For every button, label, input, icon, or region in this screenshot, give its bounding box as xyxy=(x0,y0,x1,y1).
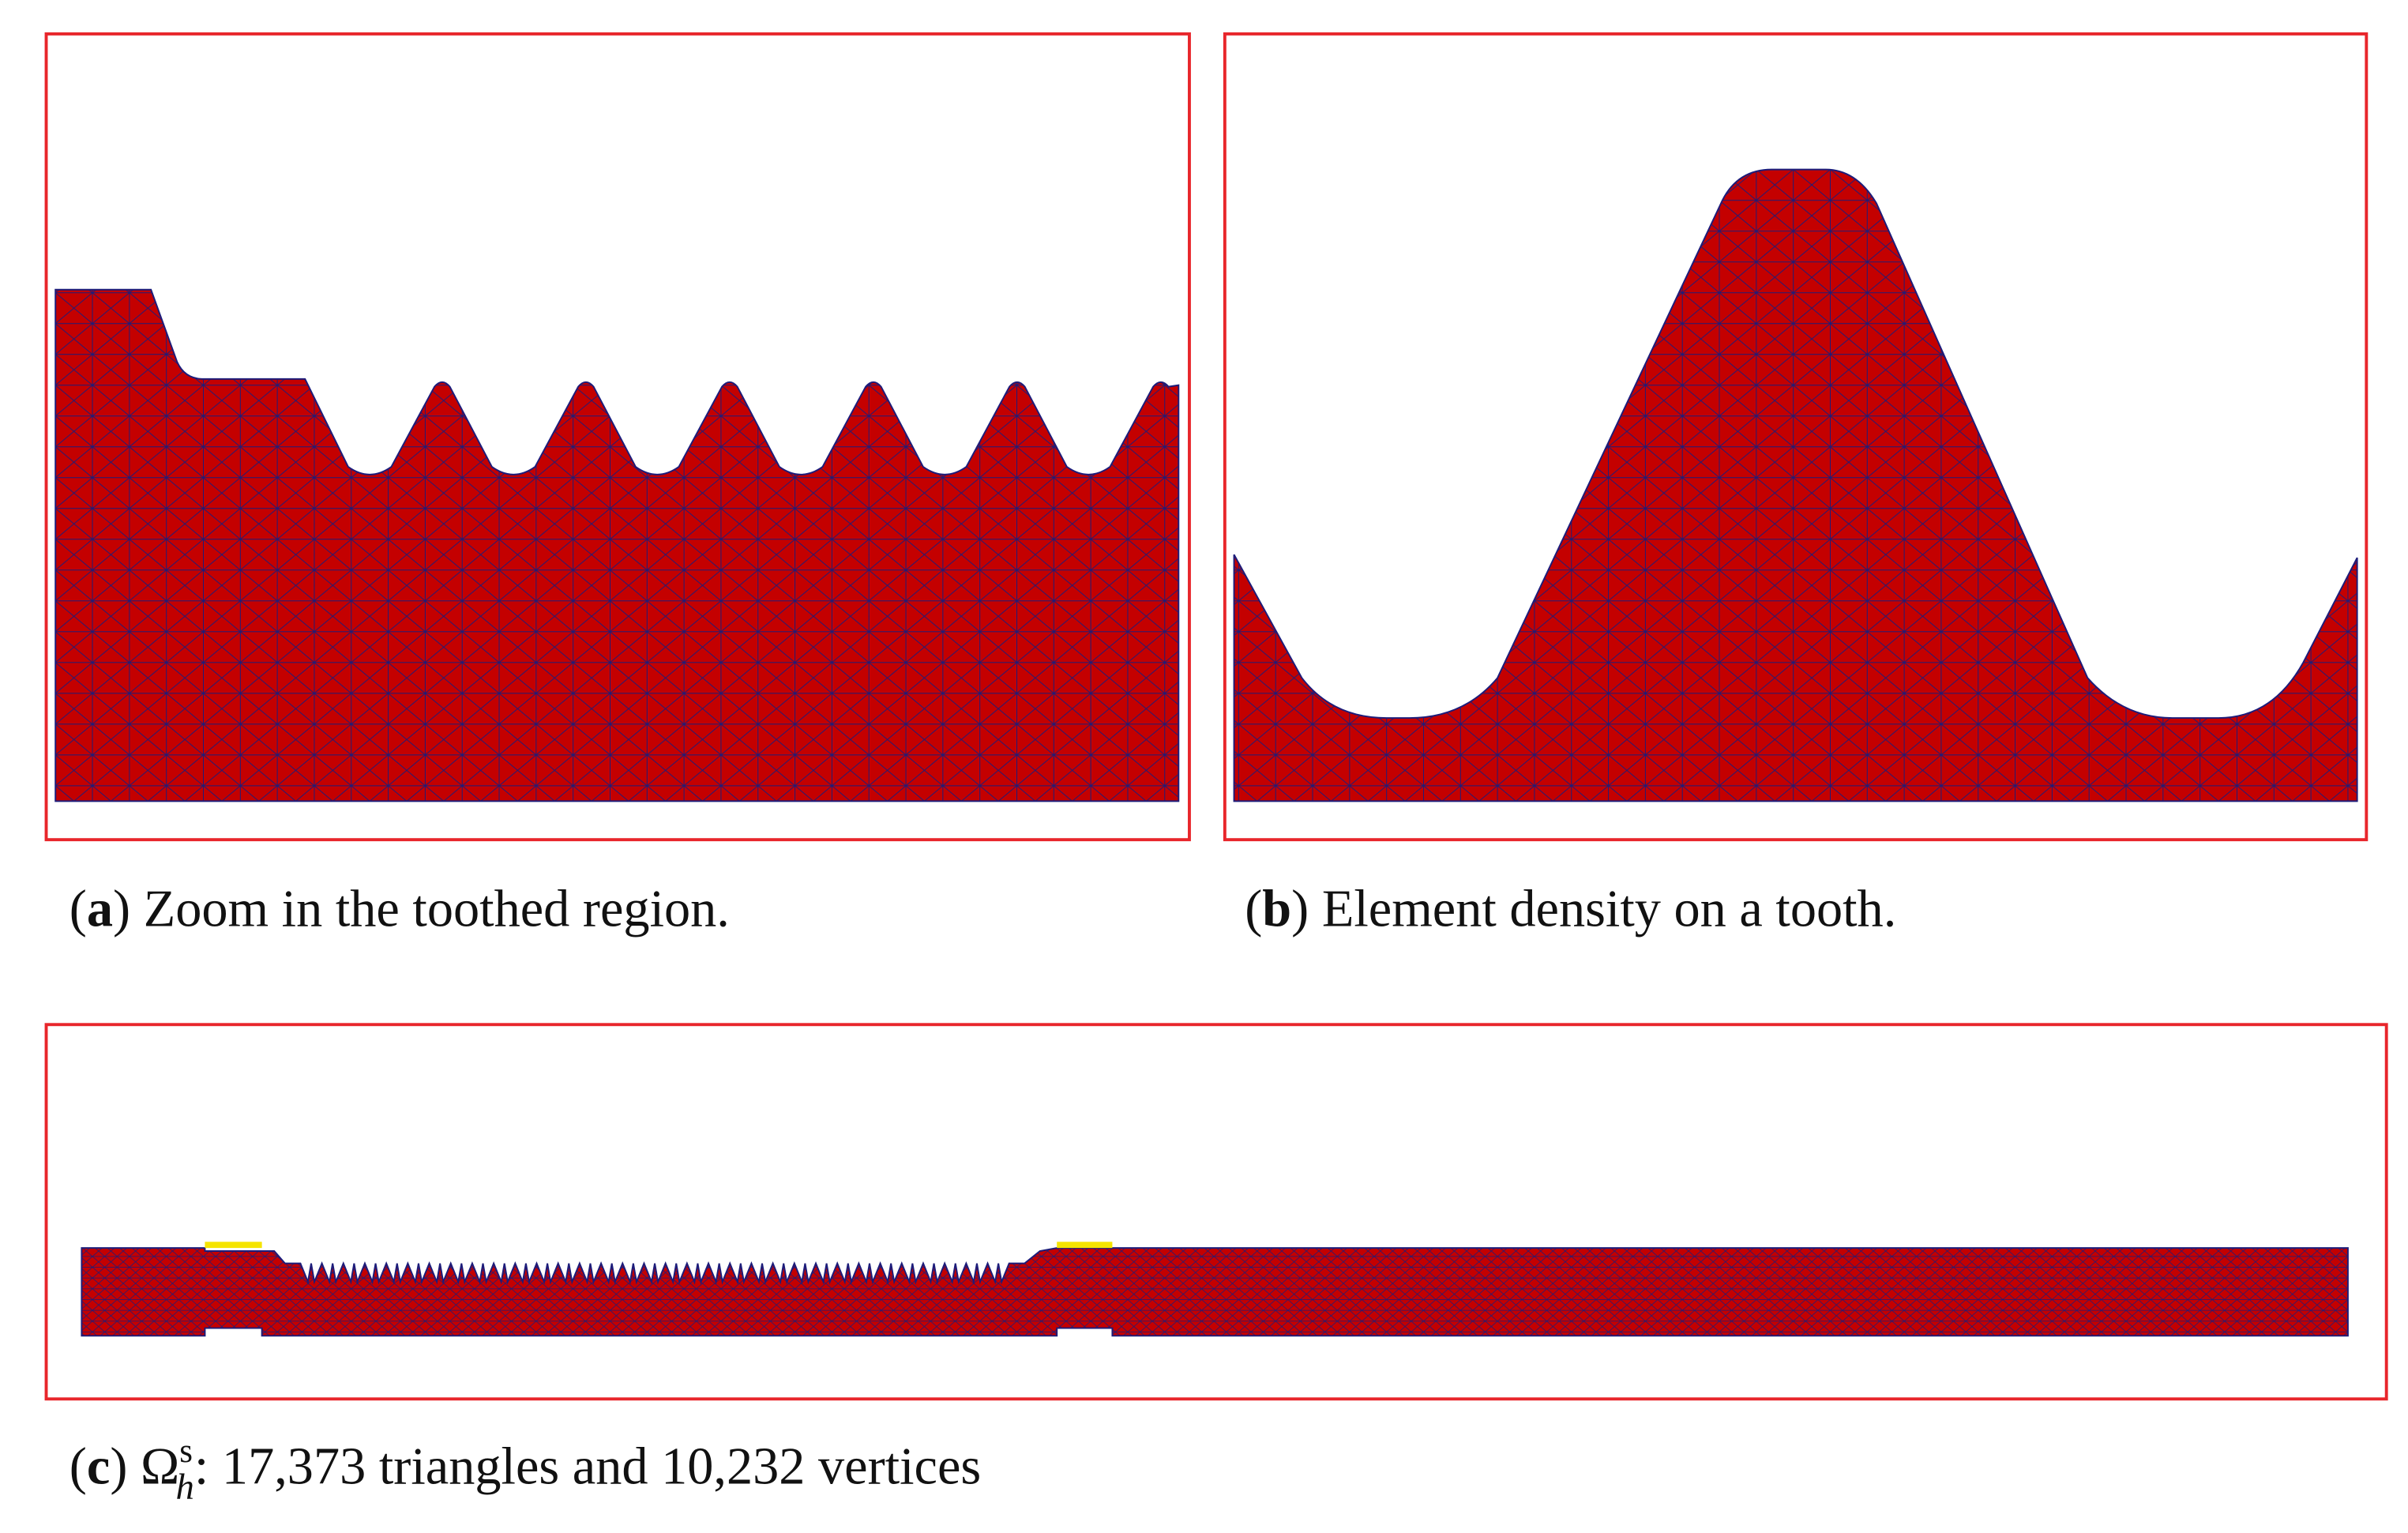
caption-part: : 17,373 triangles and 10,232 vertices xyxy=(194,1438,981,1496)
caption-label: c xyxy=(87,1438,110,1496)
caption-part: ( xyxy=(69,1438,87,1496)
mesh-tooth xyxy=(1233,168,2358,802)
caption: (a) Zoom in the toothed region. xyxy=(69,880,730,937)
caption-label: b xyxy=(1262,880,1291,937)
panel-frame xyxy=(44,32,1191,842)
caption-part: ( xyxy=(69,880,87,937)
subscript: h xyxy=(176,1467,194,1508)
mesh-full-domain xyxy=(81,1247,2349,1337)
caption: (c) Ωs h: 17,373 triangles and 10,232 ver… xyxy=(69,1433,981,1508)
caption-part: ) Ω xyxy=(110,1438,179,1496)
caption-part: ) Zoom in the toothed region. xyxy=(113,880,730,937)
superscript: s xyxy=(179,1433,193,1470)
panel-frame xyxy=(44,1023,2388,1401)
panel-frame xyxy=(1223,32,2369,842)
boundary-strip xyxy=(1057,1242,1113,1249)
mesh-toothed-region xyxy=(54,288,1180,802)
caption: (b) Element density on a tooth. xyxy=(1245,880,1896,937)
caption-label: a xyxy=(87,880,113,937)
boundary-strip xyxy=(205,1242,262,1249)
caption-part: ) Element density on a tooth. xyxy=(1291,880,1896,937)
caption-part: ( xyxy=(1245,880,1262,937)
